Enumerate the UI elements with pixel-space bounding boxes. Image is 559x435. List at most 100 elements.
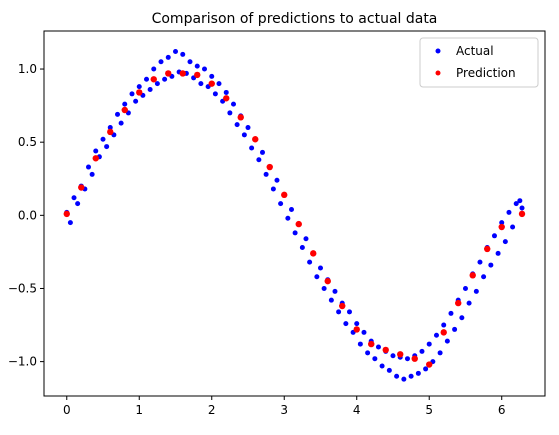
x-tick-label: 2 <box>208 403 216 417</box>
data-point <box>379 363 385 369</box>
data-point <box>198 81 204 87</box>
data-point <box>324 277 331 285</box>
data-point <box>107 125 113 131</box>
data-point <box>310 250 317 257</box>
data-point <box>368 340 375 348</box>
prediction-series <box>63 70 526 368</box>
data-point <box>212 91 218 97</box>
data-point <box>75 201 81 207</box>
data-point <box>187 59 193 65</box>
data-point <box>346 309 352 315</box>
data-point <box>372 356 378 362</box>
data-point <box>495 250 501 256</box>
data-point <box>357 341 363 347</box>
data-point <box>209 73 215 79</box>
data-point <box>245 125 251 131</box>
data-point <box>353 326 360 333</box>
data-point <box>441 322 447 328</box>
data-point <box>404 356 410 362</box>
data-point <box>339 302 346 310</box>
data-point <box>498 223 505 231</box>
data-point <box>115 111 121 117</box>
data-point <box>307 259 313 265</box>
data-point <box>259 149 265 155</box>
data-point <box>93 148 99 154</box>
data-point <box>100 136 106 142</box>
data-point <box>104 144 110 150</box>
data-point <box>419 348 425 354</box>
data-point <box>208 80 215 87</box>
data-point <box>332 288 338 294</box>
data-point <box>86 164 92 170</box>
data-point <box>89 171 95 177</box>
x-tick-label: 3 <box>280 403 288 417</box>
x-tick-label: 6 <box>498 403 506 417</box>
data-point <box>303 236 309 242</box>
y-tick-label: 1.0 <box>18 62 37 76</box>
legend: Actual Prediction <box>419 37 539 88</box>
data-point <box>227 110 233 116</box>
data-point <box>173 48 179 54</box>
data-point <box>122 101 128 107</box>
data-point <box>466 300 472 306</box>
data-point <box>394 373 400 379</box>
data-point <box>328 297 334 303</box>
data-point <box>223 89 229 95</box>
data-point <box>502 239 508 245</box>
data-point <box>136 89 143 96</box>
data-point <box>237 114 244 121</box>
y-tick-label: 0.5 <box>18 135 37 149</box>
y-axis-ticks: −1.0 −0.5 0.0 0.5 1.0 <box>8 62 44 369</box>
data-point <box>285 215 291 221</box>
legend-box <box>419 37 539 88</box>
data-point <box>411 355 418 362</box>
data-point <box>278 201 284 207</box>
data-point <box>223 95 230 102</box>
data-point <box>343 321 349 327</box>
data-point <box>519 205 525 211</box>
data-point <box>147 87 153 93</box>
x-tick-label: 1 <box>135 403 143 417</box>
data-point <box>317 265 323 271</box>
data-point <box>67 220 73 226</box>
data-point <box>510 224 516 230</box>
axes-frame <box>43 30 546 397</box>
chart-title: Comparison of predictions to actual data <box>152 11 438 27</box>
data-point <box>401 376 407 382</box>
data-point <box>241 132 247 138</box>
data-point <box>252 136 259 143</box>
data-point <box>194 71 201 79</box>
y-tick-label: −1.0 <box>8 355 37 369</box>
data-point <box>365 350 371 356</box>
data-point <box>415 370 421 376</box>
legend-label-prediction: Prediction <box>456 66 516 80</box>
data-point <box>426 341 432 347</box>
data-point <box>448 310 454 316</box>
data-point <box>71 195 77 201</box>
legend-label-actual: Actual <box>456 44 494 58</box>
data-point <box>408 373 414 379</box>
data-point <box>151 66 157 72</box>
data-point <box>518 210 526 218</box>
data-point <box>499 220 505 226</box>
data-point <box>455 299 462 307</box>
data-point <box>423 366 429 372</box>
data-point <box>201 66 207 72</box>
data-point <box>488 262 494 268</box>
data-point <box>336 309 342 315</box>
data-point <box>382 346 389 354</box>
data-point <box>440 329 447 336</box>
data-point <box>469 272 476 279</box>
data-point <box>314 274 320 280</box>
data-point <box>321 285 327 291</box>
data-point <box>249 145 255 151</box>
y-tick-label: −0.5 <box>8 281 37 295</box>
data-point <box>513 201 519 207</box>
data-point <box>165 70 172 77</box>
data-point <box>150 76 157 83</box>
data-point <box>133 98 139 104</box>
data-point <box>144 76 150 82</box>
data-point <box>154 81 160 87</box>
data-point <box>121 106 128 114</box>
